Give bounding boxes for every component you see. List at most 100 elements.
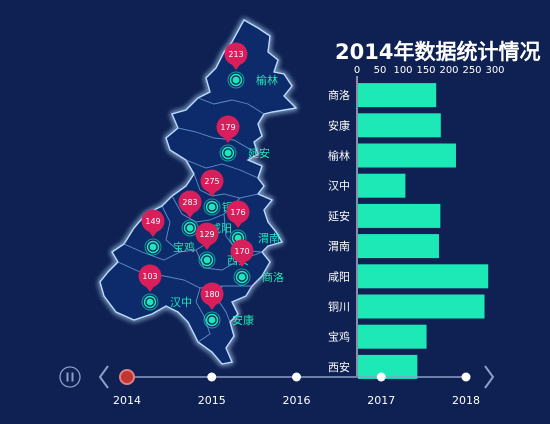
timeline-year[interactable]: 2015 [198, 372, 226, 408]
category-label: 安康 [328, 118, 350, 132]
x-tick-label: 250 [462, 65, 481, 76]
bar[interactable] [358, 264, 489, 289]
timeline-dot [461, 372, 471, 382]
city-marker[interactable]: 宝鸡 [144, 238, 195, 256]
category-label: 宝鸡 [328, 330, 350, 344]
city-value-pin: 283 [178, 190, 202, 218]
province-outline [99, 19, 298, 365]
pause-icon-bar [71, 372, 74, 382]
city-value-pin: 170 [230, 239, 254, 267]
pin-value: 103 [142, 272, 157, 281]
city-dot [232, 76, 240, 84]
prev-arrow-icon[interactable] [98, 365, 109, 389]
city-dot [238, 273, 246, 281]
play-pause-button[interactable] [59, 366, 81, 388]
pause-icon [66, 372, 69, 382]
city-label: 渭南 [258, 232, 280, 245]
city-dot [224, 149, 232, 157]
timeline-year[interactable]: 2014 [113, 369, 141, 407]
category-label: 咸阳 [328, 270, 350, 283]
city-ripple-ring [219, 144, 237, 162]
bar[interactable] [358, 203, 441, 228]
bar[interactable] [358, 234, 439, 259]
city-ripple-ring [198, 251, 216, 269]
city-value-pin: 213 [224, 42, 248, 70]
pin-head [216, 115, 240, 139]
pin-value: 149 [145, 217, 160, 226]
bar[interactable] [358, 324, 427, 349]
city-label: 榆林 [256, 73, 278, 87]
pin-value: 179 [220, 123, 235, 132]
city-marker[interactable]: 汉中 [141, 293, 192, 311]
category-label: 铜川 [328, 300, 350, 314]
city-ripple-ring [233, 268, 251, 286]
pin-head [230, 239, 254, 263]
timeline-year[interactable]: 2016 [283, 372, 311, 408]
city-ring [200, 253, 214, 267]
x-tick-label: 100 [393, 65, 412, 76]
timeline-dot [376, 372, 386, 382]
category-label: 延安 [328, 209, 350, 223]
x-tick-label: 50 [374, 65, 387, 76]
category-label: 榆林 [328, 149, 350, 163]
city-ring [146, 240, 160, 254]
city-dot [146, 298, 154, 306]
pin-head [178, 190, 202, 214]
timeline-year[interactable]: 2017 [367, 372, 395, 408]
pause-icon-ring [59, 366, 81, 388]
pin-value: 213 [228, 50, 243, 59]
timeline-year-label: 2018 [452, 394, 480, 407]
bar[interactable] [358, 113, 441, 138]
next-arrow-icon[interactable] [484, 365, 495, 389]
city-value-pin: 176 [226, 200, 250, 228]
city-dot [186, 224, 194, 232]
city-value-pin: 129 [195, 222, 219, 250]
pin-value: 176 [230, 208, 245, 217]
category-label: 西安 [328, 360, 350, 374]
city-label: 安康 [232, 313, 254, 327]
bar[interactable] [358, 83, 437, 108]
city-marker[interactable]: 商洛 [233, 268, 284, 286]
city-ripple-ring [203, 311, 221, 329]
city-marker[interactable]: 榆林 [227, 71, 278, 89]
city-ring [205, 200, 219, 214]
bar[interactable] [358, 143, 456, 168]
bar[interactable] [358, 354, 418, 379]
pin-value: 283 [182, 198, 197, 207]
pin-value: 275 [204, 177, 219, 186]
city-ring [183, 221, 197, 235]
x-tick-label: 300 [485, 65, 504, 76]
timeline-year[interactable]: 2018 [452, 372, 480, 408]
city-value-pin: 103 [138, 264, 162, 292]
timeline: 2014 2015 2016 2017 2018 [59, 365, 495, 408]
timeline-dot [292, 372, 301, 382]
bar[interactable] [358, 294, 485, 319]
city-label: 宝鸡 [173, 240, 195, 254]
province-map [99, 19, 298, 365]
city-ripple-ring [141, 293, 159, 311]
city-marker[interactable]: 延安 [219, 144, 270, 162]
city-ring [235, 270, 249, 284]
city-dot [234, 234, 242, 242]
city-ring [221, 146, 235, 160]
timeline-year-label: 2017 [367, 394, 395, 407]
city-dot [208, 316, 216, 324]
city-value-pin: 179 [216, 115, 240, 143]
city-ripple-ring [144, 238, 162, 256]
pin-value: 180 [204, 290, 219, 299]
map-markers: 榆林延安铜川咸阳渭南宝鸡西安商洛汉中安康21317927528317614912… [138, 42, 284, 329]
x-tick-label: 0 [354, 65, 360, 76]
city-label: 延安 [248, 146, 270, 160]
city-marker[interactable]: 安康 [203, 311, 254, 329]
pin-head [200, 169, 224, 193]
category-label: 商洛 [328, 88, 350, 102]
city-ripple-ring [203, 198, 221, 216]
bar[interactable] [358, 173, 406, 198]
timeline-current-dot [119, 369, 135, 385]
pin-head [141, 209, 165, 233]
pin-value: 129 [199, 230, 214, 239]
city-label: 汉中 [170, 296, 192, 309]
